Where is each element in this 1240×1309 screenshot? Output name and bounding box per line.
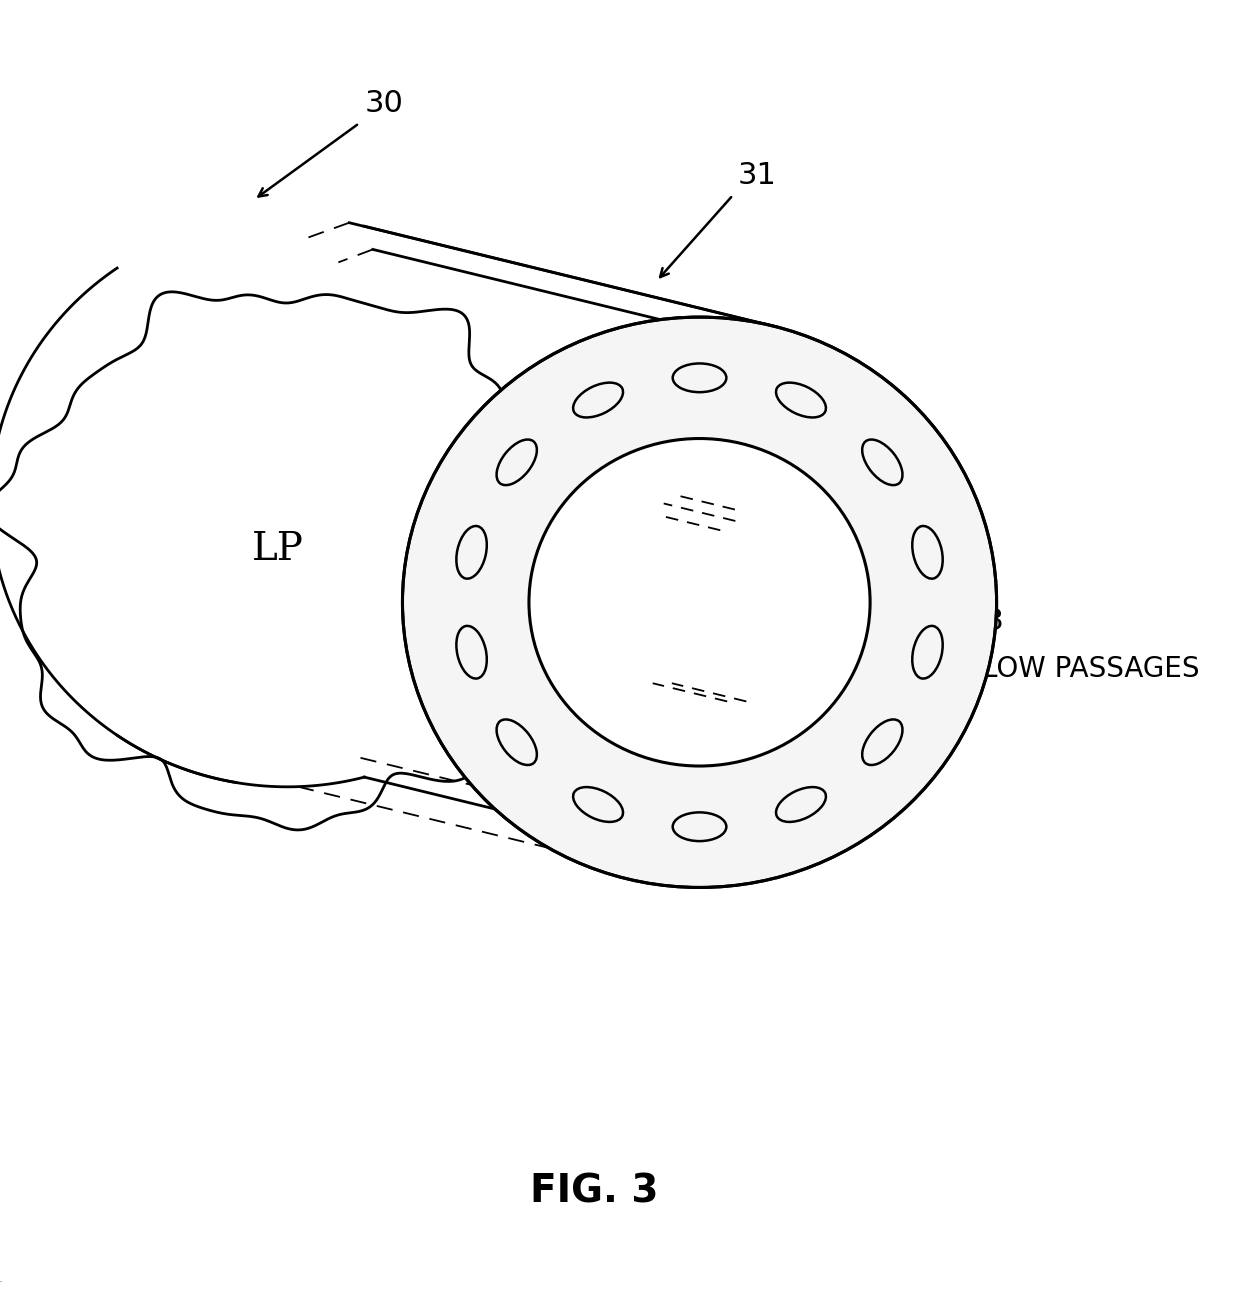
Text: LP: LP bbox=[252, 531, 304, 568]
Text: 33: 33 bbox=[966, 607, 1004, 636]
Ellipse shape bbox=[403, 317, 997, 888]
Text: FLOW PASSAGES: FLOW PASSAGES bbox=[966, 654, 1199, 683]
Text: FIG. 3: FIG. 3 bbox=[529, 1173, 658, 1211]
Text: HP: HP bbox=[647, 585, 703, 619]
Ellipse shape bbox=[529, 439, 870, 766]
Text: 31: 31 bbox=[738, 161, 776, 190]
Text: 30: 30 bbox=[365, 89, 403, 118]
